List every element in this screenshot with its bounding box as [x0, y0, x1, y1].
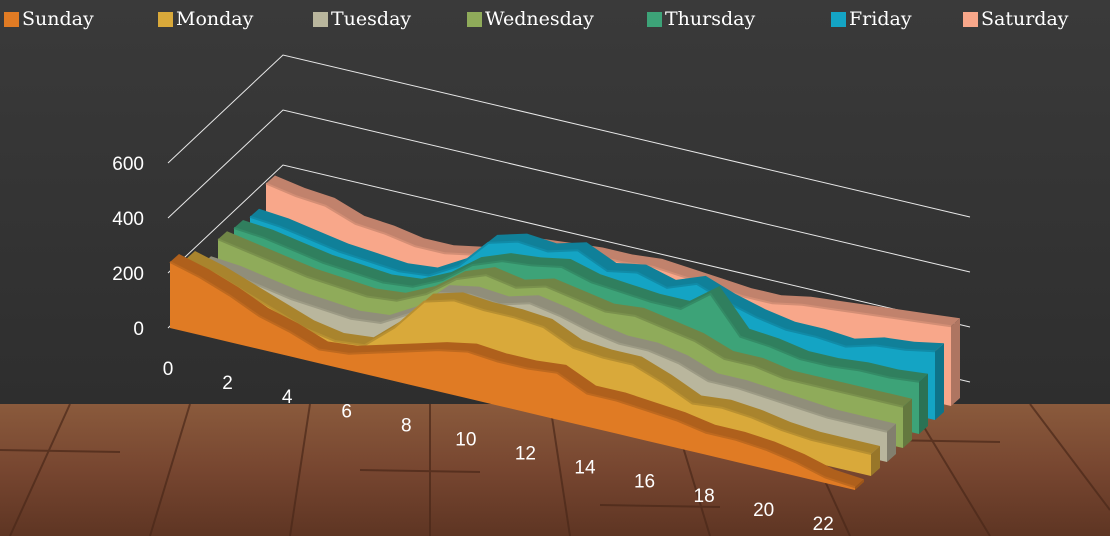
- x-tick-label: 14: [574, 458, 596, 479]
- area-face: [170, 262, 855, 490]
- area-edge: [217, 238, 904, 408]
- y-tick-label: 600: [112, 154, 144, 175]
- area-edge: [169, 261, 856, 489]
- area-side: [919, 373, 928, 434]
- x-tick-label: 2: [222, 373, 233, 394]
- x-tick-label: 0: [163, 359, 174, 380]
- area-side: [903, 398, 912, 448]
- legend: Sunday Monday Tuesday Wednesday Thursday Frid…: [4, 8, 1069, 30]
- legend-label: Wednesday: [485, 8, 594, 30]
- legend-swatch: [4, 12, 19, 27]
- x-tick-label: 4: [282, 387, 293, 408]
- legend-swatch: [647, 12, 662, 27]
- legend-swatch: [158, 12, 173, 27]
- y-tick-label: 400: [112, 209, 144, 230]
- area-rim: [250, 208, 944, 352]
- y-tick-label: 0: [133, 319, 144, 340]
- x-tick-label: 8: [401, 415, 412, 436]
- x-tick-label: 10: [455, 429, 476, 450]
- area-edge: [233, 227, 920, 383]
- area-edge: [201, 263, 888, 433]
- legend-swatch: [467, 12, 482, 27]
- legend-swatch: [963, 12, 978, 27]
- area-side: [951, 318, 960, 406]
- grid-line: [167, 164, 971, 328]
- y-tick-label: 200: [112, 264, 144, 285]
- plot-area: 0 200 400 600 0 2 4 6 8 10 12 14 16 18 20 22: [112, 54, 971, 535]
- area-rim: [202, 256, 896, 432]
- x-tick-label: 6: [341, 401, 352, 422]
- area-rim: [218, 231, 912, 407]
- x-tick-label: 18: [694, 486, 715, 507]
- area-side: [871, 446, 880, 476]
- legend-swatch: [313, 12, 328, 27]
- grid-line: [167, 109, 971, 273]
- floor: [0, 404, 1110, 536]
- legend-swatch: [831, 12, 846, 27]
- area-side: [855, 479, 864, 490]
- x-tick-label: 22: [813, 514, 834, 535]
- legend-label: Thursday: [665, 8, 755, 30]
- area-edge: [249, 215, 936, 353]
- area-side: [887, 423, 896, 462]
- x-tick-label: 12: [515, 444, 536, 465]
- legend-label: Tuesday: [331, 8, 411, 30]
- x-tick-label: 16: [634, 472, 655, 493]
- x-tick-label: 20: [753, 500, 774, 521]
- legend-label: Friday: [849, 8, 912, 30]
- area-side: [935, 343, 944, 420]
- legend-label: Saturday: [981, 8, 1069, 30]
- legend-label: Sunday: [22, 8, 94, 30]
- area-rim: [186, 251, 880, 454]
- grid-line: [167, 54, 971, 218]
- legend-label: Monday: [176, 8, 254, 30]
- area-rim: [266, 175, 960, 327]
